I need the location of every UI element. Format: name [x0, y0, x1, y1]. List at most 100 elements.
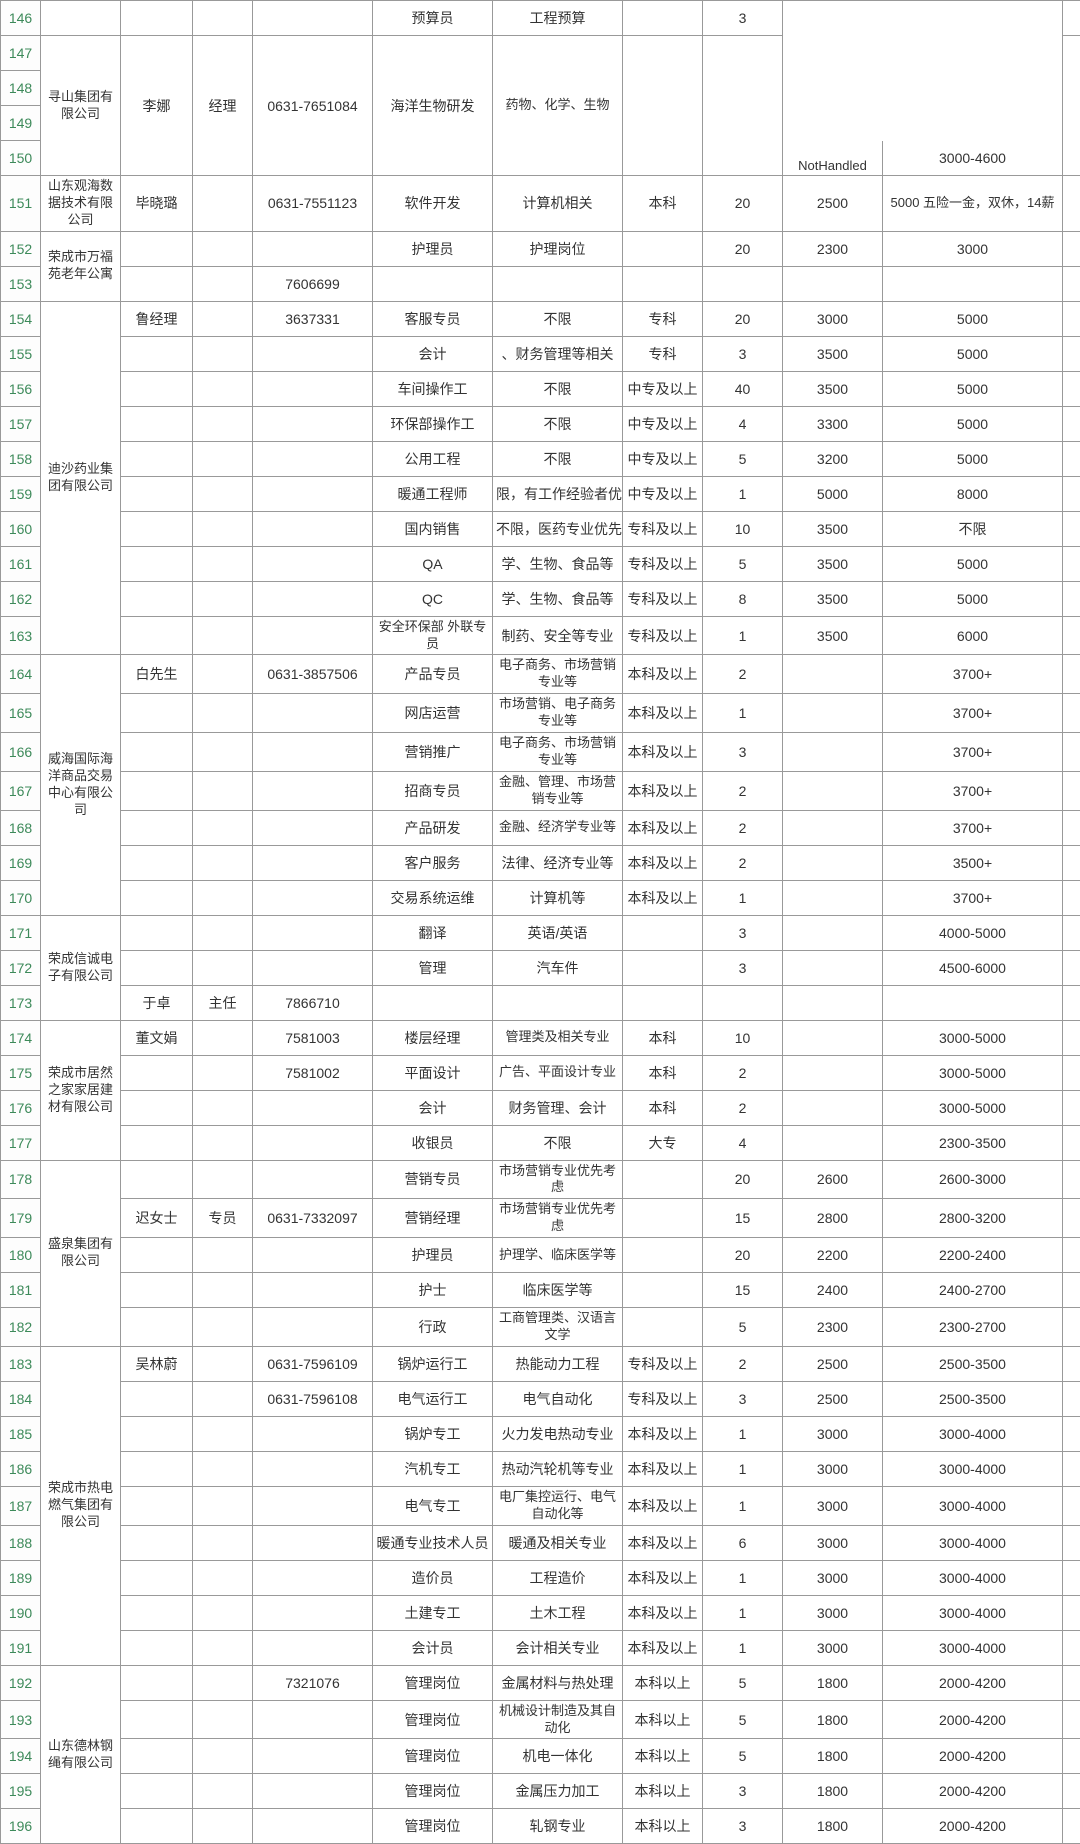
cell-edu: 本科以上	[623, 1739, 703, 1774]
cell	[121, 546, 193, 581]
cell-position: 招商专员	[373, 771, 493, 810]
row-number: 173	[1, 985, 41, 1020]
cell-edu: 本科及以上	[623, 655, 703, 694]
cell-count: 5	[703, 1665, 783, 1700]
cell	[193, 950, 253, 985]
table-row: 164 威海国际海洋商品交易中心有限公司 白先生 0631-3857506 产品…	[1, 655, 1080, 694]
cell	[193, 1055, 253, 1090]
cell-position: 锅炉专工	[373, 1416, 493, 1451]
cell	[703, 36, 783, 176]
row-number: 176	[1, 1090, 41, 1125]
cell-count: 3	[703, 1774, 783, 1809]
table-body: 146 预算员 工程预算 3 147 寻山集团有限公司 李娜 经理 0631-7…	[1, 1, 1080, 1844]
cell	[193, 581, 253, 616]
cell-count: 3	[703, 950, 783, 985]
cell-count: 8	[703, 581, 783, 616]
row-number: 171	[1, 915, 41, 950]
cell	[1063, 336, 1080, 371]
cell-sal: 3700+	[883, 694, 1063, 733]
cell-count: 5	[703, 1700, 783, 1739]
cell-req: 工程预算	[493, 1, 623, 36]
cell	[121, 1055, 193, 1090]
cell-req: 金属压力加工	[493, 1774, 623, 1809]
cell-count: 2	[703, 845, 783, 880]
cell-sal: 2500-3500	[883, 1346, 1063, 1381]
row-number: 158	[1, 441, 41, 476]
cell-edu: 本科及以上	[623, 880, 703, 915]
cell	[193, 845, 253, 880]
cell	[1063, 771, 1080, 810]
cell	[623, 1160, 703, 1199]
cell	[1063, 1125, 1080, 1160]
cell-sal: 3500+	[883, 845, 1063, 880]
cell-count: 10	[703, 1020, 783, 1055]
table-row: 188暖通专业技术人员暖通及相关专业本科及以上630003000-4000	[1, 1525, 1080, 1560]
cell-edu: 专科及以上	[623, 581, 703, 616]
cell-note: NotHandled	[783, 141, 883, 176]
cell-req: 英语/英语	[493, 915, 623, 950]
cell-req: 不限	[493, 441, 623, 476]
row-number: 189	[1, 1560, 41, 1595]
cell-contact: 吴林蔚	[121, 1346, 193, 1381]
table-row: 163安全环保部 外联专员制药、安全等专业专科及以上135006000	[1, 616, 1080, 655]
cell-phone: 7321076	[253, 1665, 373, 1700]
cell-req: 电子商务、市场营销专业等	[493, 733, 623, 772]
cell	[193, 1090, 253, 1125]
table-row: 152 荣成市万福苑老年公寓 护理员 护理岗位 20 2300 3000	[1, 231, 1080, 266]
cell	[253, 406, 373, 441]
cell	[121, 1273, 193, 1308]
cell-edu: 中专及以上	[623, 371, 703, 406]
cell	[121, 231, 193, 266]
table-row: 173于卓主任7866710	[1, 985, 1080, 1020]
cell-position: 预算员	[373, 1, 493, 36]
cell	[193, 301, 253, 336]
cell-base: 3000	[783, 1560, 883, 1595]
cell-position: 营销专员	[373, 1160, 493, 1199]
row-number: 168	[1, 810, 41, 845]
cell-base: 3000	[783, 1416, 883, 1451]
cell	[121, 1160, 193, 1199]
cell-sal: 2000-4200	[883, 1809, 1063, 1844]
cell-req: 临床医学等	[493, 1273, 623, 1308]
cell-position: 环保部操作工	[373, 406, 493, 441]
cell	[883, 985, 1063, 1020]
cell	[253, 1525, 373, 1560]
cell-req: 机械设计制造及其自动化	[493, 1700, 623, 1739]
table-row: 166营销推广电子商务、市场营销专业等本科及以上33700+	[1, 733, 1080, 772]
cell	[41, 1, 121, 36]
row-number: 175	[1, 1055, 41, 1090]
cell	[1063, 1090, 1080, 1125]
row-number: 152	[1, 231, 41, 266]
cell-req: 不限	[493, 301, 623, 336]
cell	[1063, 1525, 1080, 1560]
table-row: 187电气专工电厂集控运行、电气自动化等本科及以上130003000-4000	[1, 1486, 1080, 1525]
row-number: 187	[1, 1486, 41, 1525]
row-number: 163	[1, 616, 41, 655]
cell	[1063, 1809, 1080, 1844]
cell	[253, 441, 373, 476]
cell	[193, 771, 253, 810]
table-row: 160国内销售不限，医药专业优先专科及以上103500不限	[1, 511, 1080, 546]
cell-base: 3000	[783, 1486, 883, 1525]
cell-phone: 7581003	[253, 1020, 373, 1055]
cell-req: 电厂集控运行、电气自动化等	[493, 1486, 623, 1525]
cell	[1063, 176, 1080, 232]
cell-sal: 2300-3500	[883, 1125, 1063, 1160]
cell-contact: 鲁经理	[121, 301, 193, 336]
cell-edu: 本科以上	[623, 1700, 703, 1739]
cell	[623, 266, 703, 301]
cell	[253, 880, 373, 915]
cell-position: 安全环保部 外联专员	[373, 616, 493, 655]
table-row: 155会计、财务管理等相关专科335005000	[1, 336, 1080, 371]
row-number: 151	[1, 176, 41, 232]
cell	[121, 1, 193, 36]
cell-edu: 专科及以上	[623, 616, 703, 655]
cell	[121, 1700, 193, 1739]
cell-count: 1	[703, 616, 783, 655]
cell	[1063, 810, 1080, 845]
cell-edu: 本科及以上	[623, 1486, 703, 1525]
cell-sal: 3000-4000	[883, 1451, 1063, 1486]
cell	[493, 266, 623, 301]
cell-edu: 本科及以上	[623, 694, 703, 733]
cell	[253, 1700, 373, 1739]
